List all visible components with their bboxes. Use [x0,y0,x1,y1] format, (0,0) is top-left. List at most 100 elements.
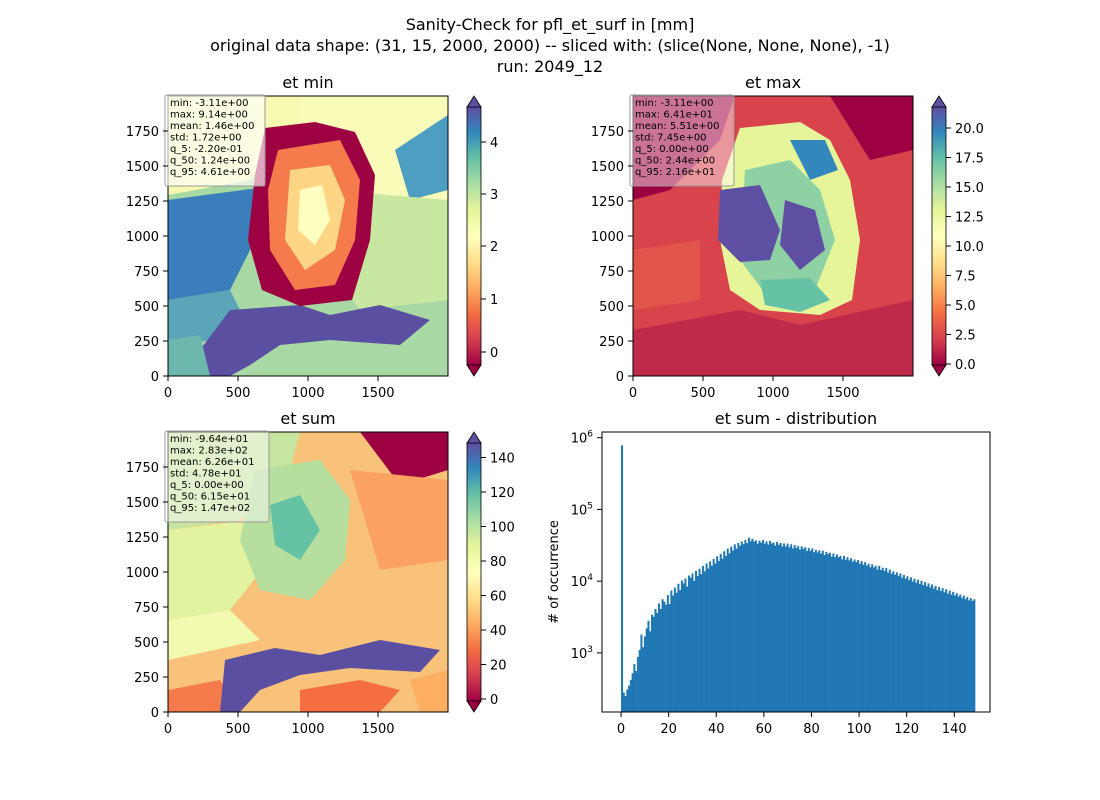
et-min-y-tick-label: 1000 [126,230,159,245]
et-min-x-tick-label: 0 [164,386,172,401]
et-min-y-tick-label: 0 [151,370,159,385]
et-sum-stat-1: max: 2.83e+02 [170,446,248,457]
histogram-bar [686,586,689,712]
histogram-bar [642,647,645,712]
et-min-colorbar: 0 1 2 3 4 [466,95,498,377]
distribution-x-tick-label: 20 [660,722,677,737]
histogram-bar [716,556,719,712]
histogram-bar [790,544,793,712]
histogram-bar [827,554,830,712]
histogram-bar [695,570,698,712]
histogram-bar [636,656,639,712]
et-max-stat-0: min: -3.11e+00 [635,98,714,109]
et-max-stat-3: std: 7.45e+00 [635,133,707,144]
histogram-bar [888,569,891,712]
et-sum-x-axis: 0 500 1000 1500 [164,712,395,737]
histogram-bar [902,574,905,712]
et-sum-stat-2: mean: 6.26e+01 [170,457,254,468]
et-min-y-tick-label: 500 [134,300,159,315]
histogram-bar [661,599,664,712]
histogram-bar [925,586,928,712]
histogram-bar [894,574,897,712]
histogram-bar [895,572,898,712]
histogram-bar [774,545,777,712]
histogram-bar [881,567,884,712]
et-min-x-tick-label: 1000 [291,386,324,401]
et-max-colorbar-tick: 2.5 [955,329,976,344]
et-min-colorbar-tick: 2 [490,240,498,255]
histogram-bar [957,596,960,712]
histogram-bar [878,565,881,712]
histogram-bar [656,612,659,712]
et-min-stat-0: min: -3.11e+00 [170,98,249,109]
distribution-x-tick-label: 100 [847,722,872,737]
histogram-bar [622,692,625,712]
distribution-y-tick-label: 106 [571,430,594,447]
et-min-stat-6: q_95: 4.61e+00 [170,167,250,178]
et-max-heatmap [633,96,913,376]
histogram-bar [816,552,819,712]
et-sum-colorbar-tick: 60 [490,590,507,605]
distribution-y-tick-label: 103 [571,645,593,662]
histogram-bar [791,548,794,712]
histogram-bar [647,620,650,712]
histogram-bar [714,563,717,712]
histogram-bar [719,553,722,712]
histogram-bar [793,545,796,712]
histogram-bar [936,590,939,712]
histogram-bar [712,558,715,712]
histogram-bar [906,576,909,712]
histogram-bar [818,550,821,712]
histogram-bar [901,577,904,712]
histogram-bar [904,578,907,712]
et-sum-stat-3: std: 4.78e+01 [170,469,242,480]
histogram-bar [761,539,764,712]
panel-et-min: et min min: -3.11e+00 max: 9.14e+00 mean… [126,73,498,401]
histogram-bar [953,595,956,712]
et-max-y-tick-label: 1500 [591,160,624,175]
histogram-bar [675,592,678,712]
histogram-bar [874,565,877,712]
et-max-y-tick-label: 750 [599,265,624,280]
histogram-bar [631,673,634,712]
et-max-stats-box: min: -3.11e+00 max: 6.41e+01 mean: 5.51e… [629,94,735,187]
histogram-bar [629,679,632,712]
distribution-y-tick-label: 105 [571,501,593,518]
histogram-bar [964,599,967,712]
et-min-colorbar-tick: 1 [490,293,498,308]
histogram-bar [844,559,847,712]
histogram-bar [962,595,965,712]
histogram-bar [733,544,736,712]
et-max-y-tick-label: 250 [599,335,624,350]
distribution-x-tick-label: 80 [803,722,820,737]
histogram-bar [723,551,726,712]
distribution-x-tick-label: 60 [756,722,773,737]
histogram-bar [698,568,701,712]
distribution-axes-frame [601,431,991,713]
histogram-bar [832,553,835,712]
et-max-x-axis: 0 500 1000 1500 [629,376,860,401]
panel-et-sum-title: et sum [280,409,335,428]
histogram-bar [721,558,724,712]
distribution-y-label: # of occurrence [547,520,562,624]
et-min-x-tick-label: 500 [226,386,251,401]
et-max-colorbar-tick: 17.5 [955,152,984,167]
histogram-bar [696,576,699,712]
histogram-bar [638,649,641,712]
panel-et-max-title: et max [745,73,801,92]
histogram-bar [899,573,902,712]
et-min-stats-box: min: -3.11e+00 max: 9.14e+00 mean: 1.46e… [164,94,266,187]
et-sum-y-tick-label: 1750 [126,461,159,476]
et-sum-y-tick-label: 250 [134,671,159,686]
histogram-bar [834,557,837,712]
histogram-bar [920,580,923,712]
et-sum-colorbar-tick: 100 [490,521,515,536]
et-sum-stat-6: q_95: 1.47e+02 [170,503,250,514]
histogram-bar [853,559,856,712]
histogram-bar [640,634,643,712]
histogram-bar [770,543,773,712]
histogram-bar [897,576,900,712]
histogram-bar [744,539,747,712]
figure-title-line-2: original data shape: (31, 15, 2000, 2000… [210,36,890,55]
